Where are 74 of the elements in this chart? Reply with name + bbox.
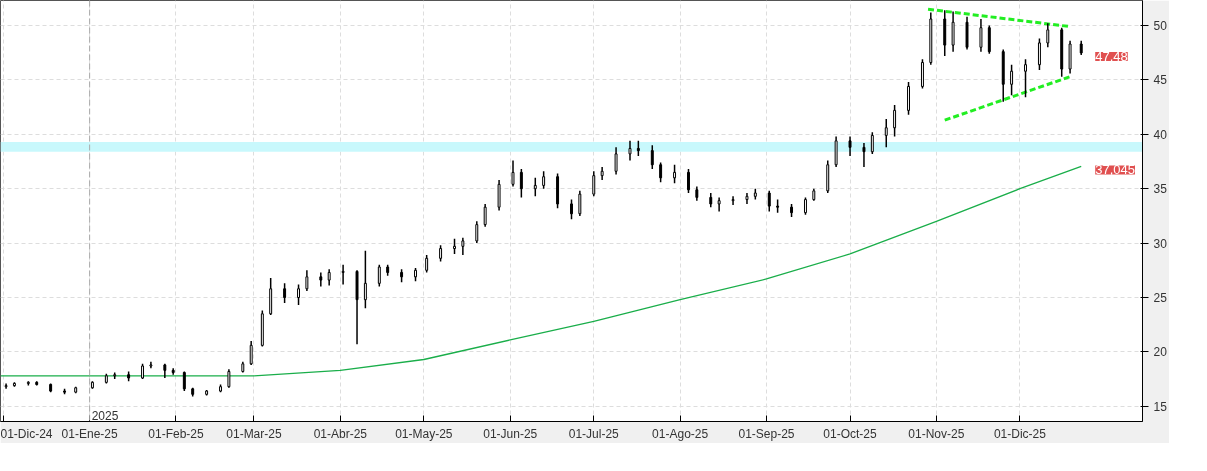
candlestick	[767, 190, 771, 213]
candlestick	[414, 267, 417, 282]
candlestick	[717, 196, 721, 213]
candlestick	[483, 203, 487, 228]
candlestick	[1024, 58, 1027, 99]
y-tick-label: 35	[1153, 182, 1168, 197]
candlestick	[893, 104, 897, 138]
candlestick	[283, 282, 287, 304]
candlestick	[907, 81, 910, 116]
line-series	[0, 165, 1082, 377]
candlestick	[848, 135, 852, 157]
candlestick	[687, 168, 690, 194]
candlestick	[297, 283, 301, 306]
candlestick	[578, 190, 582, 217]
x-tick-label: 01-May-25	[395, 426, 453, 441]
x-tick-label: 01-Ago-25	[652, 426, 709, 441]
y-tick-label: 45	[1153, 73, 1168, 88]
candlestick	[219, 383, 223, 393]
candlestick	[884, 118, 888, 149]
x-tick-label: 01-Jul-25	[568, 426, 620, 441]
candlestick	[497, 179, 501, 212]
candlestick	[227, 368, 231, 389]
y-tick-label: 40	[1153, 127, 1168, 142]
candlestick	[1046, 22, 1050, 49]
candlestick	[1037, 37, 1041, 71]
candlestick	[862, 142, 866, 168]
candlestick	[804, 196, 807, 216]
candlestick	[951, 10, 955, 53]
y-tick-label: 15	[1153, 399, 1168, 414]
candlestick	[533, 177, 537, 198]
candlestick	[249, 340, 253, 366]
candlestick	[341, 264, 345, 286]
candlestick	[834, 135, 838, 168]
candlestick	[377, 264, 381, 288]
candlestick	[987, 24, 991, 55]
x-tick-label: 01-Oct-25	[823, 426, 878, 441]
candlestick	[731, 195, 735, 206]
x-tick-label: 01-Mar-25	[226, 426, 282, 441]
candlestick	[673, 164, 677, 185]
candlestick	[319, 271, 323, 288]
annotation: 47,48	[1095, 48, 1128, 64]
candlestick	[592, 170, 596, 198]
candlestick	[475, 220, 479, 244]
candlestick	[519, 168, 523, 199]
x-tick-label: 01-Dic-24	[0, 426, 53, 441]
x-tick-label: 01-Sep-25	[738, 426, 795, 441]
candlestick	[614, 146, 618, 176]
candlestick	[870, 131, 874, 155]
x-tick-label: 01-Abr-25	[313, 426, 368, 441]
annotation: 37,045	[1095, 162, 1135, 178]
x-tick-label: 01-Dic-25	[993, 426, 1047, 441]
candlestick	[511, 159, 515, 188]
candlestick	[570, 198, 573, 220]
candlestick	[305, 269, 309, 292]
candlestick	[363, 249, 367, 310]
candlestick	[979, 18, 983, 53]
x-tick-label: 01-Ene-25	[61, 426, 118, 441]
x-tick-label: 01-Nov-25	[908, 426, 965, 441]
ref-line-label: 2025	[91, 408, 119, 423]
candlestick	[628, 140, 632, 162]
candlestick	[182, 370, 186, 392]
y-tick-label: 30	[1153, 236, 1168, 251]
y-tick-label: 25	[1153, 290, 1168, 305]
x-tick-label: 01-Jun-25	[483, 426, 538, 441]
candlestick	[1010, 63, 1014, 96]
candlestick	[920, 58, 924, 90]
candlestick	[453, 237, 456, 255]
y-tick-label: 20	[1153, 345, 1168, 360]
x-tick-label: 01-Feb-25	[148, 426, 204, 441]
y-tick-label: 50	[1153, 19, 1168, 34]
candlestick	[790, 203, 794, 218]
candlestick	[650, 144, 654, 170]
candlestick	[4, 382, 8, 390]
candlestick	[659, 161, 663, 183]
